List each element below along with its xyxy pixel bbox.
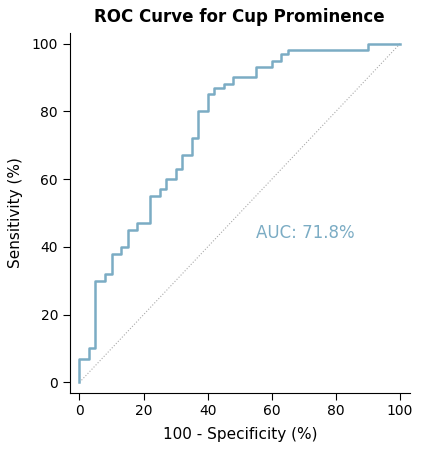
Title: ROC Curve for Cup Prominence: ROC Curve for Cup Prominence: [95, 9, 385, 27]
Text: AUC: 71.8%: AUC: 71.8%: [256, 224, 354, 242]
X-axis label: 100 - Specificity (%): 100 - Specificity (%): [162, 427, 317, 441]
Y-axis label: Sensitivity (%): Sensitivity (%): [8, 158, 23, 268]
